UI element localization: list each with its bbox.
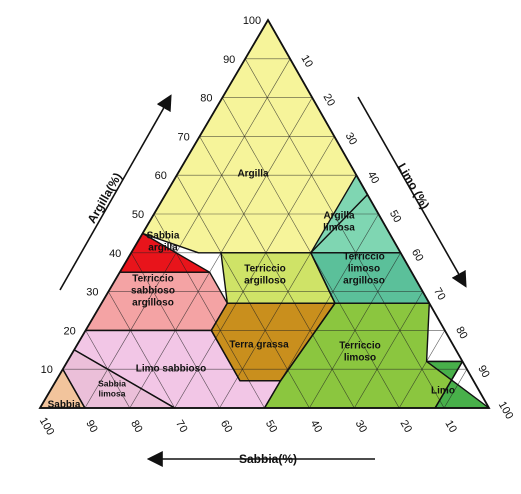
grid-line-sand-30 [199, 136, 355, 409]
limo-tick-40: 40 [365, 169, 382, 186]
region-label-terriccio-limoso-2: limoso [344, 353, 376, 364]
limo-tick-100: 100 [496, 400, 516, 422]
limo-axis-arrow [357, 96, 467, 288]
region-label-terriccio-sabbioso-argilloso-2: sabbioso [131, 286, 175, 297]
region-terriccio-sabbioso-argilloso [85, 272, 228, 331]
sabbia-tick-90: 90 [83, 418, 100, 435]
limo-tick-80: 80 [453, 325, 470, 342]
grid-line-sand-70 [108, 291, 175, 409]
argilla-tick-30: 30 [86, 287, 98, 299]
limo-tick-90: 90 [475, 363, 492, 380]
region-sabbia-limosa [62, 349, 175, 408]
sabbia-tick-20: 20 [398, 418, 415, 435]
grid-line-silt-90 [443, 369, 468, 409]
region-label-sabbia-limosa-1: Sabbia [98, 379, 126, 389]
limo-tick-30: 30 [343, 131, 360, 148]
grid-line-silt-80 [398, 330, 446, 409]
argilla-tick-60: 60 [155, 170, 167, 182]
argilla-tick-70: 70 [177, 131, 189, 143]
sabbia-tick-50: 50 [263, 418, 280, 435]
region-label-terriccio-sabbioso-argilloso-1: Terriccio [132, 274, 174, 285]
sabbia-tick-40: 40 [308, 418, 325, 435]
argilla-tick-10: 10 [41, 364, 53, 376]
limo-tick-60: 60 [409, 247, 426, 264]
argilla-axis-arrow [59, 94, 172, 291]
region-label-limo-1: Limo [431, 386, 455, 397]
grid-line-sand-10 [244, 58, 445, 409]
grid-line-sand-50 [153, 213, 265, 409]
argilla-tick-20: 20 [63, 325, 75, 337]
region-label-argilla-1: Argilla [237, 169, 269, 180]
boundary-layer [38, 18, 491, 409]
sabbia-tick-80: 80 [128, 418, 145, 435]
region-label-terra-grassa-1: Terra grassa [229, 340, 289, 351]
sabbia-tick-70: 70 [173, 418, 190, 435]
sabbia-axis-title: Sabbia(%) [239, 452, 297, 466]
region-label-terriccio-limoso-argilloso-1: Terriccio [343, 252, 385, 263]
region-label-argilla-limosa-2: limosa [323, 223, 355, 234]
region-label-sabbia-1: Sabbia [48, 400, 81, 411]
limo-axis-title: Limo (%) [395, 161, 432, 212]
argilla-tick-50: 50 [132, 209, 144, 221]
region-terriccio-argilloso [221, 252, 335, 304]
region-sabbia [40, 369, 85, 408]
region-label-sabbia-limosa-2: limosa [99, 389, 126, 399]
limo-tick-10: 10 [298, 53, 315, 70]
labels-layer: ArgillaSabbiaargillaTerricciosabbiosoarg… [48, 169, 455, 411]
region-label-limo-sabbioso-1: Limo sabbioso [136, 364, 207, 375]
sabbia-tick-60: 60 [218, 418, 235, 435]
region-label-sabbia-argilla-2: argilla [148, 243, 178, 254]
region-label-sabbia-argilla-1: Sabbia [147, 231, 180, 242]
ticks-layer: 100 90 80 70 60 50 40 30 20 10 10 20 30 40 50 60 70 80 90 1… [37, 15, 516, 437]
region-label-terriccio-limoso-argilloso-3: argilloso [343, 276, 385, 287]
grid-line-silt-60 [309, 252, 401, 409]
boundary-terra-grassa [210, 302, 336, 382]
region-label-terriccio-limoso-argilloso-2: limoso [348, 264, 380, 275]
grid-line-silt-10 [84, 58, 291, 409]
limo-tick-50: 50 [387, 208, 404, 225]
argilla-axis-title: Argilla(%) [84, 170, 124, 226]
sabbia-tick-100: 100 [37, 416, 57, 438]
argilla-tick-90: 90 [223, 54, 235, 66]
triangle-outline [38, 18, 491, 409]
argilla-tick-100: 100 [243, 15, 261, 27]
region-label-terriccio-sabbioso-argilloso-3: argilloso [132, 298, 174, 309]
argilla-tick-80: 80 [200, 93, 212, 105]
region-label-argilla-limosa-1: Argilla [323, 211, 355, 222]
limo-tick-70: 70 [431, 286, 448, 303]
region-terriccio-limoso [264, 303, 463, 408]
grid-line-silt-70 [354, 291, 423, 409]
region-label-terriccio-argilloso-2: argilloso [244, 276, 286, 287]
grid-line-silt-30 [174, 136, 335, 409]
sabbia-tick-10: 10 [442, 418, 459, 435]
regions-layer [40, 20, 489, 408]
region-label-terriccio-argilloso-1: Terriccio [244, 264, 286, 275]
region-terra-grassa [211, 303, 335, 381]
argilla-tick-40: 40 [109, 248, 121, 260]
limo-tick-20: 20 [321, 92, 338, 109]
region-label-terriccio-limoso-1: Terriccio [339, 341, 381, 352]
sabbia-tick-30: 30 [353, 418, 370, 435]
